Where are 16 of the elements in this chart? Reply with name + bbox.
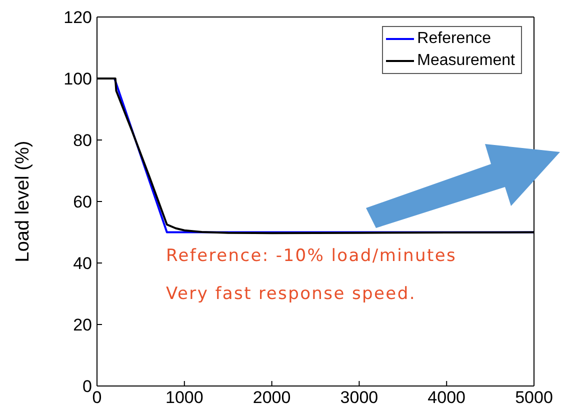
x-tick-label: 1000 bbox=[165, 388, 204, 408]
y-tick-label: 120 bbox=[64, 8, 92, 28]
x-tick-label: 3000 bbox=[340, 388, 378, 408]
annotation: Very fast response speed. bbox=[166, 284, 416, 304]
y-tick-label: 20 bbox=[73, 316, 92, 335]
y-tick-label: 100 bbox=[64, 70, 92, 89]
x-tick-label: 4000 bbox=[428, 388, 466, 408]
y-tick-label: 40 bbox=[73, 254, 92, 274]
legend-label: Reference bbox=[417, 29, 491, 49]
y-axis-title: Load level (%) bbox=[12, 140, 34, 262]
y-tick-label: 60 bbox=[73, 192, 92, 212]
y-tick-label: 80 bbox=[73, 131, 92, 150]
legend-label: Measurement bbox=[417, 51, 515, 71]
x-tick-label: 5000 bbox=[515, 388, 553, 408]
x-tick-label: 2000 bbox=[252, 388, 291, 408]
annotation: Reference: -10% load/minutes bbox=[166, 246, 457, 266]
